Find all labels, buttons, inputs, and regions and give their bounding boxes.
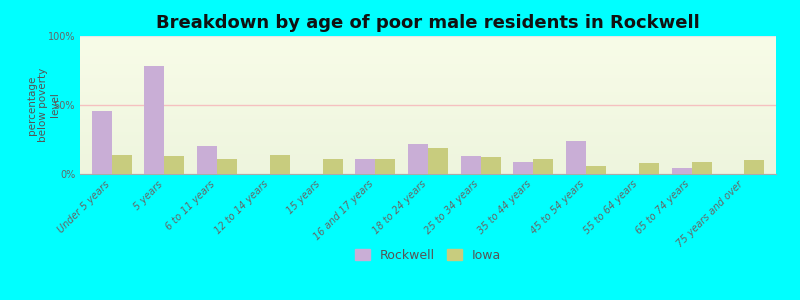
Bar (92, 110, 112, 174)
Bar (481, 158, 501, 174)
Bar (461, 156, 481, 174)
Bar (408, 144, 428, 174)
Bar (428, 148, 448, 174)
Bar (566, 141, 586, 174)
Bar (639, 163, 659, 174)
Bar (534, 159, 554, 174)
Y-axis label: percentage
below poverty
level: percentage below poverty level (27, 68, 60, 142)
Bar (197, 146, 217, 174)
Bar (672, 169, 692, 174)
Bar (375, 159, 395, 174)
Bar (112, 155, 132, 174)
Bar (164, 156, 184, 174)
Bar (144, 66, 164, 174)
Legend: Rockwell, Iowa: Rockwell, Iowa (350, 244, 506, 267)
Bar (744, 160, 765, 174)
Bar (355, 159, 375, 174)
Bar (586, 166, 606, 174)
Bar (270, 155, 290, 174)
Title: Breakdown by age of poor male residents in Rockwell: Breakdown by age of poor male residents … (156, 14, 700, 32)
Bar (217, 159, 237, 174)
Bar (692, 162, 712, 174)
Bar (322, 159, 342, 174)
Bar (514, 162, 534, 174)
